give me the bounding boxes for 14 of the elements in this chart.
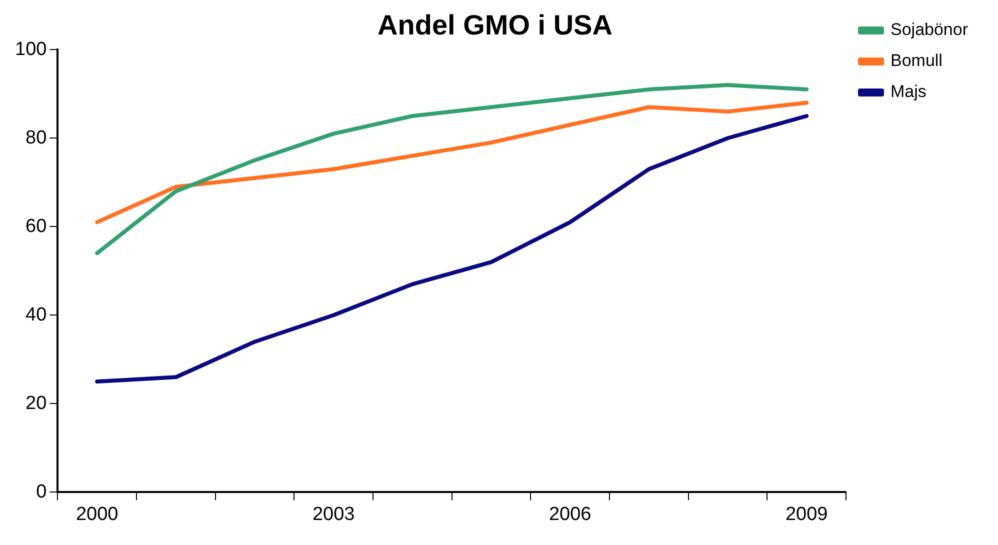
- legend-label: Sojabönor: [890, 20, 968, 40]
- legend-label: Bomull: [890, 51, 942, 70]
- x-tick-label: 2000: [76, 504, 118, 525]
- y-tick-label: 20: [26, 392, 47, 414]
- y-tick-label: 40: [26, 304, 47, 326]
- y-tick-label: 100: [15, 38, 47, 60]
- chart-title: Andel GMO i USA: [378, 10, 612, 41]
- x-tick-label: 2006: [548, 504, 592, 525]
- x-tick-label: 2003: [312, 504, 355, 525]
- y-tick-label: 80: [26, 127, 47, 148]
- legend-label: Majs: [890, 82, 926, 102]
- y-tick-label: 0: [36, 481, 47, 502]
- y-tick-label: 60: [26, 216, 47, 237]
- x-tick-label: 2009: [785, 504, 828, 525]
